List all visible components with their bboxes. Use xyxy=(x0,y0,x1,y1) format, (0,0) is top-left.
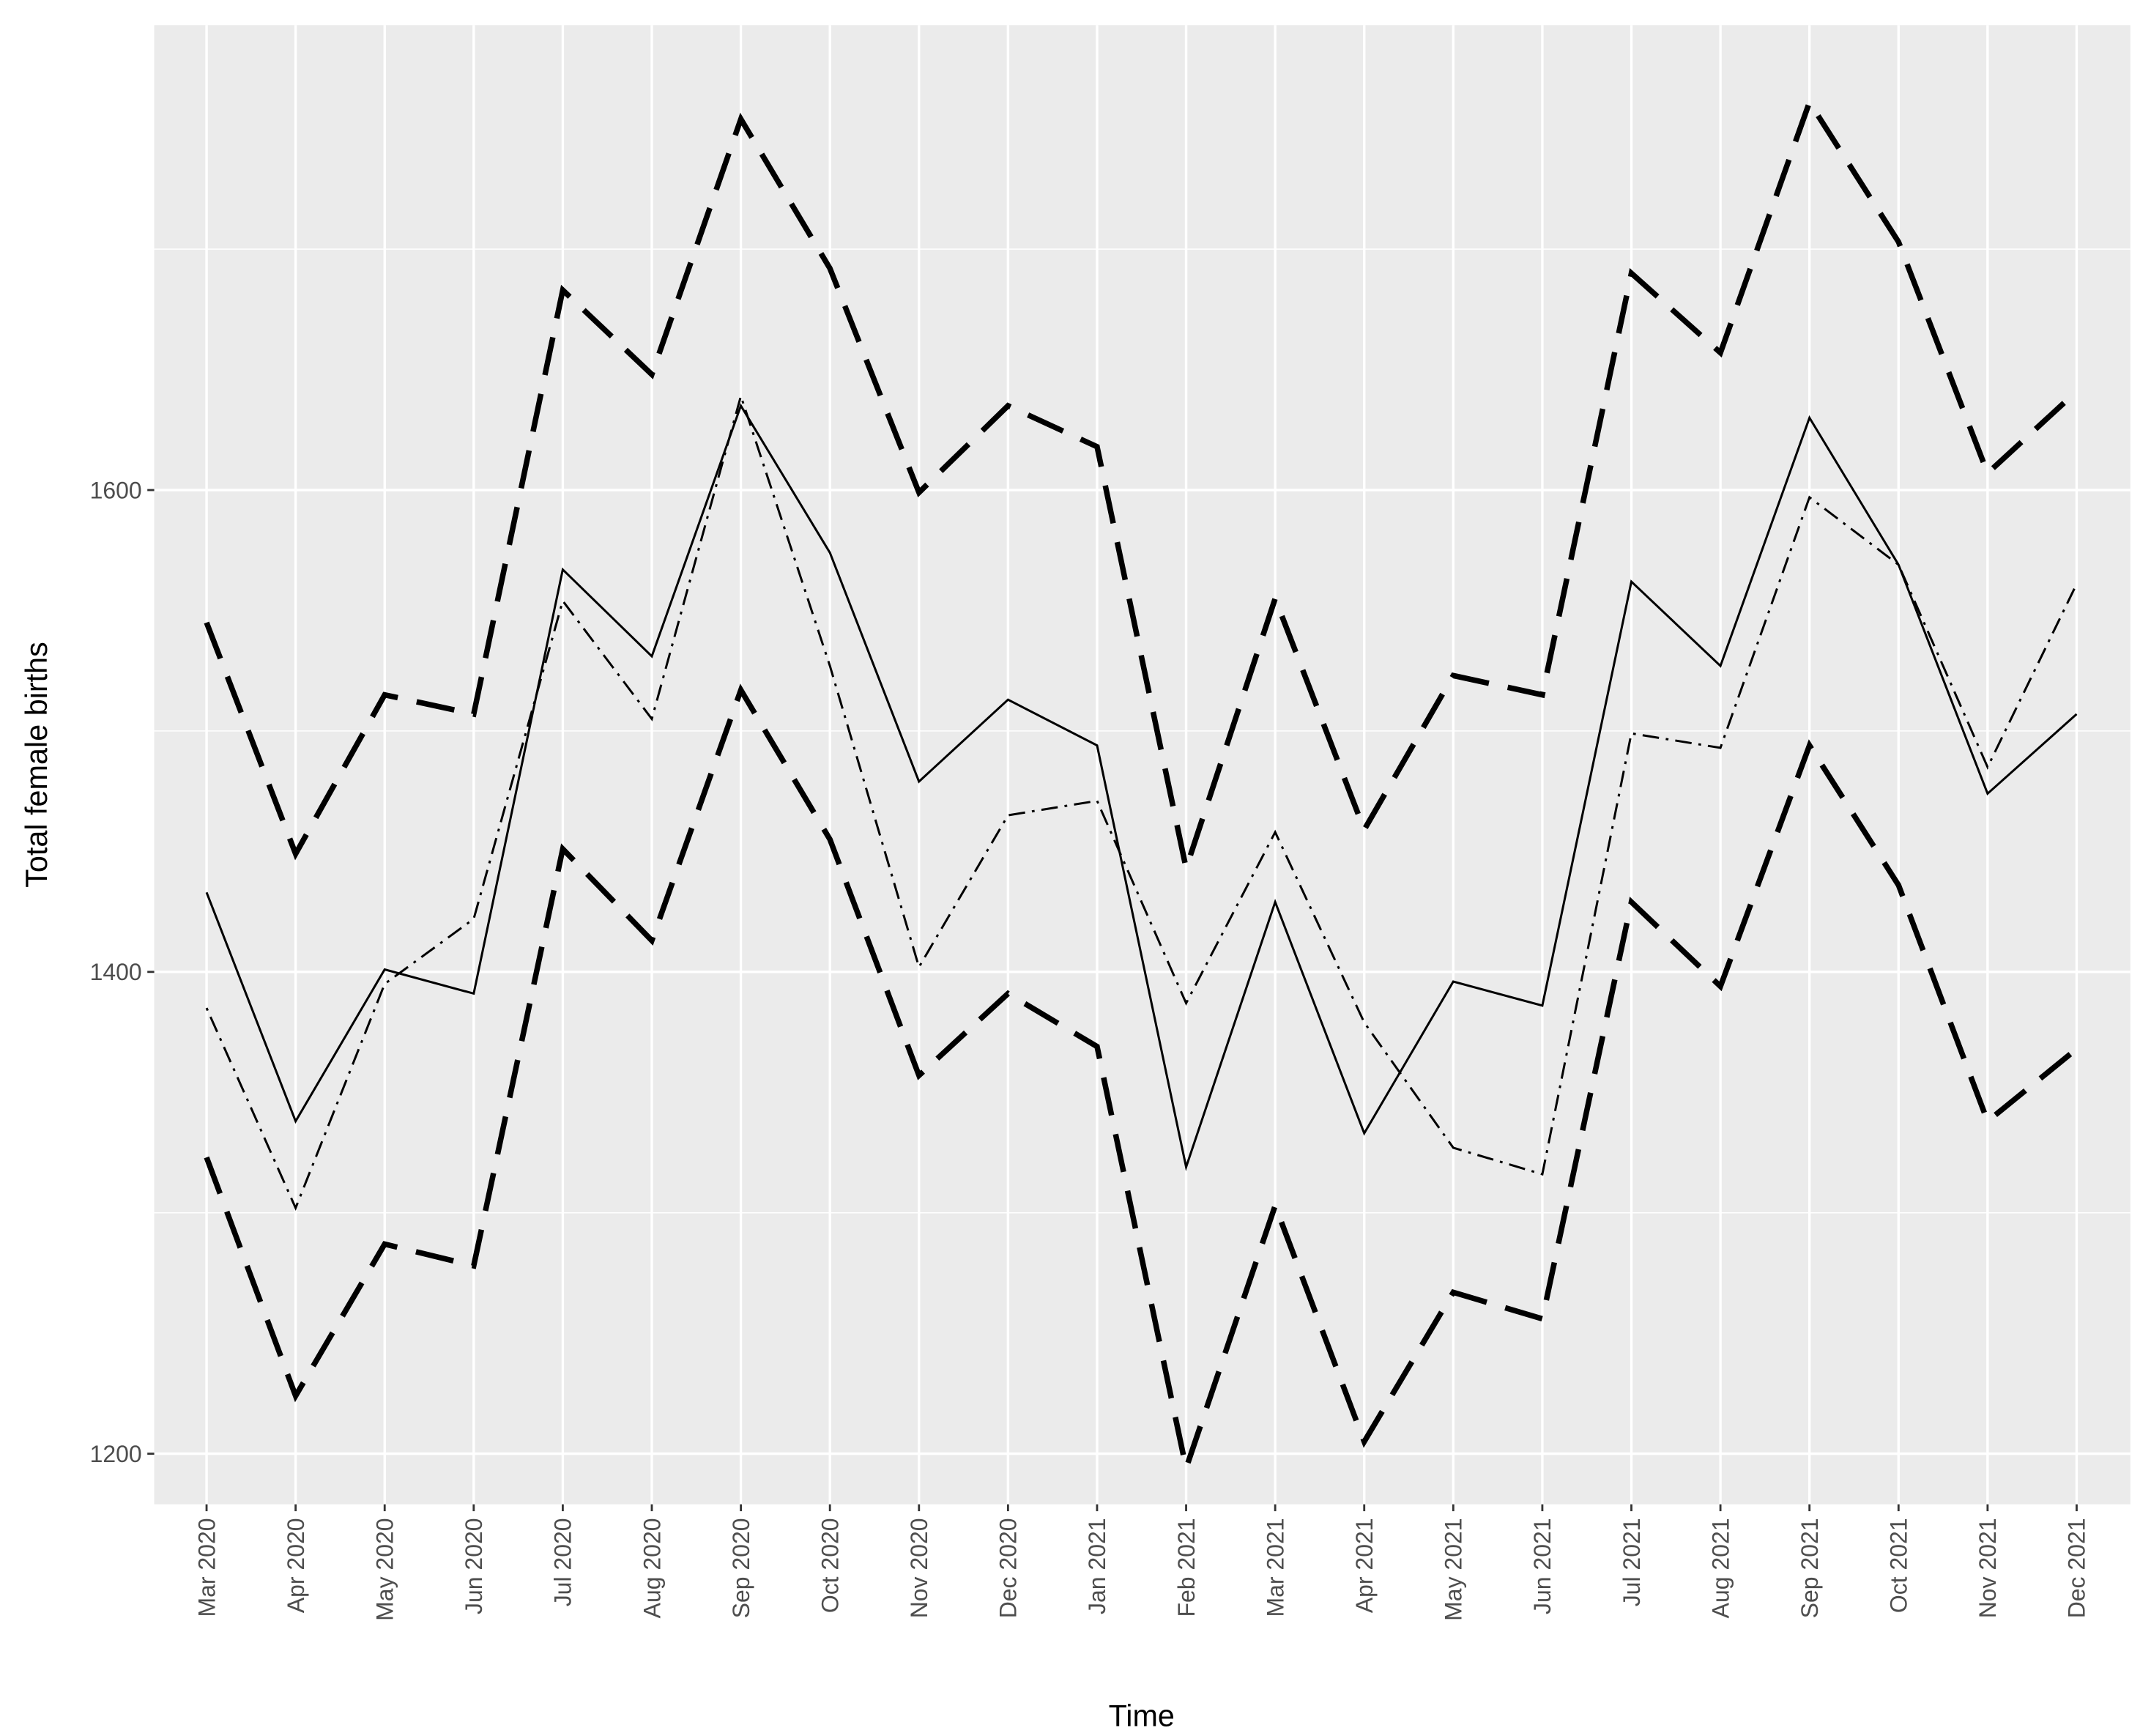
x-tick-label: Nov 2021 xyxy=(1974,1518,2001,1618)
x-tick-label: Oct 2021 xyxy=(1886,1518,1912,1613)
y-tick-label: 1200 xyxy=(90,1441,142,1467)
plot-panel xyxy=(154,25,2130,1505)
y-tick-label: 1600 xyxy=(90,477,142,503)
x-axis-title: Time xyxy=(1109,1699,1175,1732)
y-axis-title: Total female births xyxy=(20,642,53,888)
x-tick-label: Mar 2021 xyxy=(1262,1518,1288,1617)
x-tick-label: Nov 2020 xyxy=(906,1518,932,1618)
x-tick-label: Mar 2020 xyxy=(193,1518,220,1617)
x-tick-label: Dec 2021 xyxy=(2064,1518,2090,1618)
lines xyxy=(204,96,2079,1479)
x-tick-label: Jan 2021 xyxy=(1084,1518,1110,1614)
x-tick-label: Apr 2021 xyxy=(1351,1518,1378,1613)
x-tick-label: May 2021 xyxy=(1441,1518,1467,1620)
x-tick-label: Jul 2021 xyxy=(1619,1518,1645,1606)
x-tick-label: Aug 2020 xyxy=(639,1518,665,1618)
x-tick-label: Aug 2021 xyxy=(1707,1518,1734,1618)
series-line xyxy=(205,403,2078,1171)
x-tick-label: Apr 2020 xyxy=(283,1518,309,1613)
x-tick-label: Jun 2021 xyxy=(1529,1518,1556,1614)
x-tick-label: Jul 2020 xyxy=(550,1518,576,1606)
x-tick-label: Sep 2020 xyxy=(728,1518,754,1618)
x-tick-label: Feb 2021 xyxy=(1173,1518,1200,1617)
y-tick-label: 1400 xyxy=(90,959,142,985)
x-tick-label: Dec 2020 xyxy=(995,1518,1022,1618)
x-tick-label: Jun 2020 xyxy=(461,1518,487,1614)
series-line xyxy=(204,683,2078,1479)
grid xyxy=(154,25,2130,1505)
x-tick-label: Sep 2021 xyxy=(1797,1518,1823,1618)
x-tick-label: Oct 2020 xyxy=(817,1518,843,1613)
series-line xyxy=(204,96,2079,879)
x-tick-label: May 2020 xyxy=(372,1518,398,1620)
series-line xyxy=(205,392,2078,1212)
